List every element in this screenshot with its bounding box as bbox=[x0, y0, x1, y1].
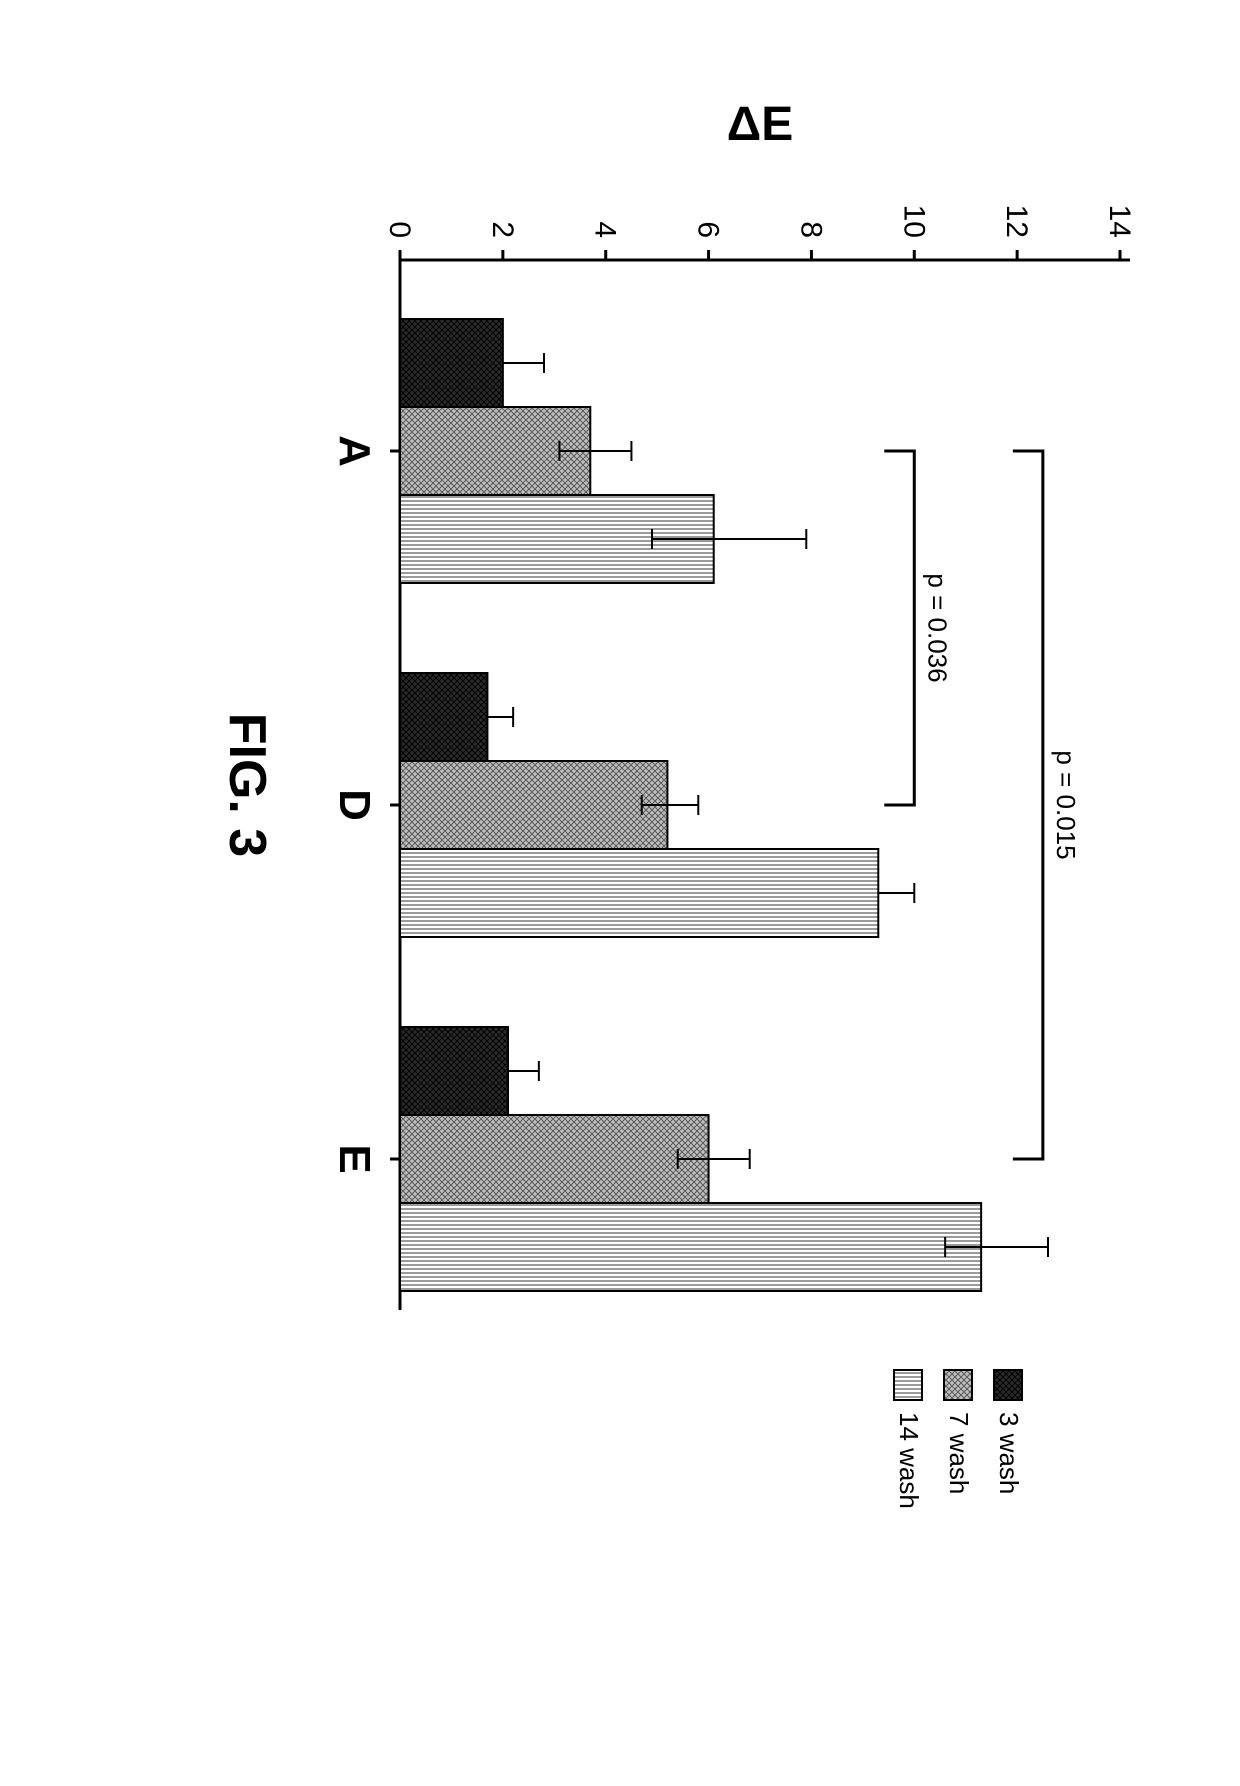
category-label: D bbox=[330, 789, 379, 821]
category-label: E bbox=[330, 1144, 379, 1173]
y-tick-label: 8 bbox=[794, 221, 827, 238]
y-axis-label: ΔE bbox=[727, 98, 794, 151]
legend-swatch bbox=[994, 1370, 1022, 1400]
legend-swatch bbox=[894, 1370, 922, 1400]
legend-label: 7 wash bbox=[944, 1412, 974, 1494]
y-tick-label: 2 bbox=[486, 221, 519, 238]
bar-chart: 0 2 4 6 8 10 12 14 ΔE A D Ep = 0.036 p = 0.015 3 wash… bbox=[0, 0, 1240, 1786]
figure-label: FIG. 3 bbox=[218, 713, 276, 857]
bar bbox=[400, 1027, 508, 1115]
rotated-wrapper: 0 2 4 6 8 10 12 14 ΔE A D Ep = 0.036 p = 0.015 3 wash… bbox=[0, 0, 1240, 1786]
category-label: A bbox=[330, 435, 379, 467]
p-value-label: p = 0.015 bbox=[1051, 750, 1081, 859]
bar bbox=[400, 1115, 709, 1203]
bar bbox=[400, 1203, 981, 1291]
bar bbox=[400, 761, 667, 849]
y-tick-label: 10 bbox=[897, 205, 930, 238]
y-tick-label: 6 bbox=[692, 221, 725, 238]
y-tick-label: 12 bbox=[1000, 205, 1033, 238]
legend-swatch bbox=[944, 1370, 972, 1400]
bar bbox=[400, 849, 878, 937]
bar bbox=[400, 319, 503, 407]
bar bbox=[400, 673, 487, 761]
p-value-label: p = 0.036 bbox=[922, 573, 952, 682]
page: 0 2 4 6 8 10 12 14 ΔE A D Ep = 0.036 p = 0.015 3 wash… bbox=[0, 0, 1240, 1786]
significance-bracket bbox=[884, 451, 914, 805]
significance-bracket bbox=[1013, 451, 1043, 1159]
legend-label: 3 wash bbox=[994, 1412, 1024, 1494]
y-tick-label: 14 bbox=[1103, 205, 1136, 238]
legend-label: 14 wash bbox=[894, 1412, 924, 1509]
y-tick-label: 0 bbox=[383, 221, 416, 238]
y-tick-label: 4 bbox=[589, 221, 622, 238]
